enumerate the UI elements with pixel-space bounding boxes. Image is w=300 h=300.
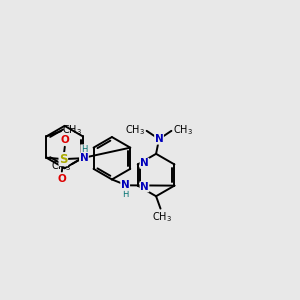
Text: N: N <box>140 182 149 192</box>
Text: O: O <box>58 174 66 184</box>
Text: H: H <box>122 190 128 199</box>
Text: N: N <box>154 134 164 144</box>
Text: N: N <box>80 153 88 163</box>
Text: H: H <box>81 145 87 154</box>
Text: CH$_3$: CH$_3$ <box>51 160 71 173</box>
Text: O: O <box>60 135 69 145</box>
Text: N: N <box>140 158 149 168</box>
Text: CH$_3$: CH$_3$ <box>173 123 193 137</box>
Text: N: N <box>121 180 130 190</box>
Text: CH$_3$: CH$_3$ <box>152 210 172 224</box>
Text: CH$_3$: CH$_3$ <box>62 124 82 137</box>
Text: S: S <box>59 153 68 166</box>
Text: CH$_3$: CH$_3$ <box>125 123 145 137</box>
